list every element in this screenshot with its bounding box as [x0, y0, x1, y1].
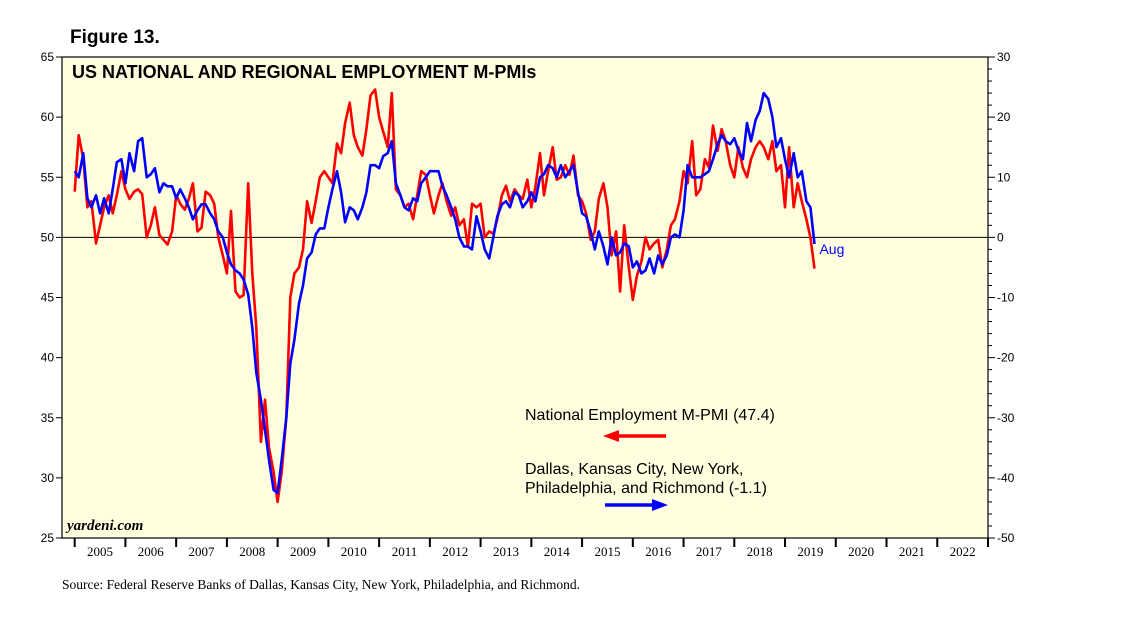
x-tick-label: 2015: [594, 544, 620, 559]
left-axis: 25 30 35 40 45 50 55 60 65: [41, 50, 62, 545]
right-tick-label: 0: [997, 230, 1004, 244]
right-tick-label: 30: [997, 50, 1011, 64]
left-tick-label: 50: [41, 230, 55, 244]
x-tick-label: 2005: [87, 544, 113, 559]
left-tick-label: 60: [41, 110, 55, 124]
watermark: yardeni.com: [65, 518, 143, 534]
plot-background: [62, 57, 988, 538]
x-tick-label: 2011: [392, 544, 418, 559]
left-tick-label: 65: [41, 50, 55, 64]
chart-title: US NATIONAL AND REGIONAL EMPLOYMENT M-PM…: [72, 62, 536, 82]
left-tick-label: 25: [41, 531, 55, 545]
x-tick-label: 2007: [189, 544, 216, 559]
right-tick-label: -10: [997, 291, 1015, 305]
x-tick-label: 2006: [138, 544, 165, 559]
figure-label: Figure 13.: [70, 27, 160, 48]
right-tick-label: 20: [997, 110, 1011, 124]
legend-regional-label-line1: Dallas, Kansas City, New York,: [525, 461, 743, 478]
left-tick-label: 30: [41, 471, 55, 485]
right-tick-label: 10: [997, 170, 1011, 184]
x-tick-label: 2014: [544, 544, 571, 559]
x-tick-label: 2019: [797, 544, 823, 559]
right-tick-label: -50: [997, 531, 1015, 545]
legend-national-arrow: [603, 430, 666, 442]
source-note: Source: Federal Reserve Banks of Dallas,…: [62, 577, 581, 592]
series-lines: [73, 88, 816, 504]
x-tick-label: 2009: [290, 544, 316, 559]
left-tick-label: 55: [41, 170, 55, 184]
right-tick-label: -40: [997, 471, 1015, 485]
x-tick-label: 2010: [341, 544, 367, 559]
left-tick-label: 35: [41, 411, 55, 425]
x-tick-label: 2018: [747, 544, 773, 559]
left-tick-label: 45: [41, 291, 55, 305]
x-tick-label: 2017: [696, 544, 723, 559]
x-tick-label: 2020: [848, 544, 874, 559]
x-tick-label: 2013: [493, 544, 519, 559]
right-tick-label: -30: [997, 411, 1015, 425]
legend-national-label: National Employment M-PMI (47.4): [525, 407, 775, 424]
right-tick-label: -20: [997, 351, 1015, 365]
legend-regional-label-line2: Philadelphia, and Richmond (-1.1): [525, 480, 767, 497]
regional-series-line: [73, 91, 816, 495]
x-axis: 2005 2006 2007 2008 2009 2010 2011 2012 2013 2014…: [73, 538, 989, 559]
x-tick-label: 2016: [645, 544, 672, 559]
x-tick-label: 2008: [239, 544, 265, 559]
end-label-aug: Aug: [819, 241, 844, 257]
x-tick-label: 2021: [899, 544, 925, 559]
x-tick-label: 2012: [442, 544, 468, 559]
legend-regional-arrow: [605, 499, 668, 511]
x-tick-label: 2022: [950, 544, 976, 559]
right-axis: -50 -40 -30 -20 -10 0 10 20 30: [988, 50, 1015, 545]
left-tick-label: 40: [41, 351, 55, 365]
